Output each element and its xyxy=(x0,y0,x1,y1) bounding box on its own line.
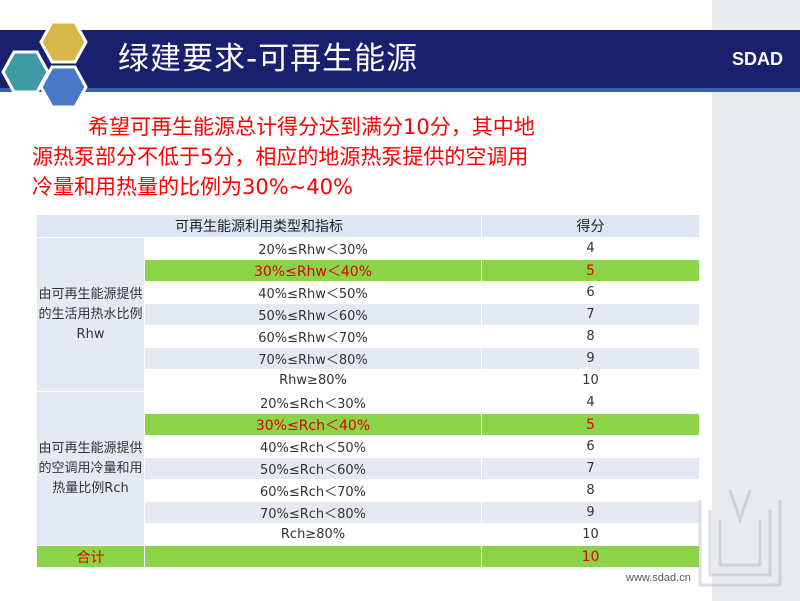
range-cell: 70%≤Rhw＜80% xyxy=(144,347,482,370)
intro-line-2: 源热泵部分不低于5分，相应的地源热泵提供的空调用 xyxy=(32,145,529,169)
table-row: 由可再生能源提供的空调用冷量和用热量比例Rch 20%≤Rch＜30% 4 xyxy=(36,391,700,546)
score-cell: 7 xyxy=(481,457,700,480)
score-cell: 5 xyxy=(481,413,700,436)
score-cell: 7 xyxy=(481,303,700,326)
range-cell: 60%≤Rhw＜70% xyxy=(144,325,482,348)
score-cell: 4 xyxy=(481,391,700,414)
range-cell: 50%≤Rch＜60% xyxy=(144,457,482,480)
col-header-type: 可再生能源利用类型和指标 xyxy=(36,214,482,238)
score-cell: 9 xyxy=(481,501,700,524)
col-header-score: 得分 xyxy=(481,214,700,238)
range-cell: 40%≤Rhw＜50% xyxy=(144,281,482,304)
intro-line-3: 冷量和用热量的比例为30%~40% xyxy=(32,175,353,199)
range-cell: Rhw≥80% xyxy=(144,369,482,392)
side-band xyxy=(712,0,800,601)
range-cell: 50%≤Rhw＜60% xyxy=(144,303,482,326)
table-row: 50%≤Rch＜60% 7 xyxy=(37,457,700,480)
score-cell: 4 xyxy=(481,237,700,260)
category-cell-rhw: 由可再生能源提供的生活用热水比例Rhw xyxy=(36,237,145,392)
table-row: Rch≥80% 10 xyxy=(37,523,700,546)
score-cell: 10 xyxy=(481,523,700,546)
table-row: 由可再生能源提供的生活用热水比例Rhw 20%≤Rhw＜30% 4 xyxy=(36,237,700,392)
table-row: 60%≤Rch＜70% 8 xyxy=(37,479,700,502)
range-cell: 30%≤Rhw＜40% xyxy=(144,259,482,282)
score-cell: 9 xyxy=(481,347,700,370)
score-cell: 6 xyxy=(481,281,700,304)
hexagon-logo-icon xyxy=(1,20,88,109)
score-cell: 6 xyxy=(481,435,700,458)
range-cell: Rch≥80% xyxy=(144,523,482,546)
total-label: 合计 xyxy=(36,545,145,568)
range-cell: 70%≤Rch＜80% xyxy=(144,501,482,524)
header-bar xyxy=(0,30,800,92)
total-row: 合计 10 xyxy=(36,545,700,568)
intro-line-1: 希望可再生能源总计得分达到满分10分，其中地 xyxy=(88,115,535,139)
table-row: 50%≤Rhw＜60% 7 xyxy=(37,303,700,326)
watermark-logo-icon xyxy=(698,489,782,587)
score-cell: 8 xyxy=(481,479,700,502)
range-cell: 20%≤Rhw＜30% xyxy=(144,237,482,260)
score-table: 可再生能源利用类型和指标 得分 由可再生能源提供的生活用热水比例Rhw 20%≤… xyxy=(36,214,700,568)
range-cell: 20%≤Rch＜30% xyxy=(144,391,482,414)
table-row: 70%≤Rhw＜80% 9 xyxy=(37,347,700,370)
range-cell: 30%≤Rch＜40% xyxy=(144,413,482,436)
category-cell-rch: 由可再生能源提供的空调用冷量和用热量比例Rch xyxy=(36,391,145,546)
total-score: 10 xyxy=(481,545,700,568)
table-row-highlight: 30%≤Rch＜40% 5 xyxy=(37,413,700,436)
range-cell: 40%≤Rch＜50% xyxy=(144,435,482,458)
table-row: 60%≤Rhw＜70% 8 xyxy=(37,325,700,348)
table-row-highlight: 30%≤Rhw＜40% 5 xyxy=(37,259,700,282)
intro-text: 希望可再生能源总计得分达到满分10分，其中地 源热泵部分不低于5分，相应的地源热… xyxy=(32,112,688,202)
footer-url: www.sdad.cn xyxy=(626,572,691,584)
range-cell: 60%≤Rch＜70% xyxy=(144,479,482,502)
total-spacer xyxy=(144,545,482,568)
hex-gold-icon xyxy=(39,20,88,64)
page-title: 绿建要求-可再生能源 xyxy=(118,41,419,77)
score-cell: 5 xyxy=(481,259,700,282)
score-cell: 8 xyxy=(481,325,700,348)
table-row: 40%≤Rch＜50% 6 xyxy=(37,435,700,458)
table-header-row: 可再生能源利用类型和指标 得分 xyxy=(36,214,700,238)
brand-logo: SDAD xyxy=(731,49,783,69)
hex-blue-icon xyxy=(39,65,88,109)
score-cell: 10 xyxy=(481,369,700,392)
hex-teal-icon xyxy=(1,50,50,94)
